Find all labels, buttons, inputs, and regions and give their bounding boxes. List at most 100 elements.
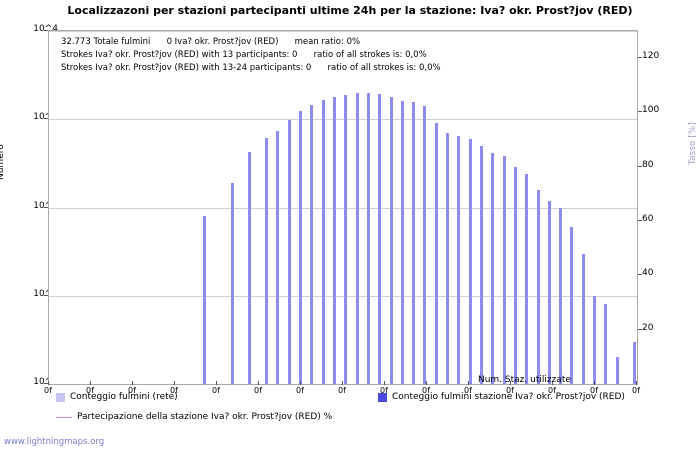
bar	[547, 200, 551, 384]
x-tick-mark	[594, 381, 595, 385]
y-tick-mark-left	[44, 30, 48, 31]
bar	[570, 227, 574, 384]
bar	[378, 93, 382, 384]
bar	[321, 100, 325, 384]
bar	[265, 137, 269, 384]
y-tick-label-right: 80	[642, 159, 654, 170]
x-tick-mark	[552, 381, 553, 385]
x-tick-label: 0f	[212, 386, 220, 395]
x-tick-label: 0f	[380, 386, 388, 395]
y-tick-label-left: 10^1	[33, 288, 58, 299]
x-tick-mark	[300, 381, 301, 385]
bar	[434, 123, 438, 384]
x-tick-label: 0f	[128, 386, 136, 395]
y-tick-mark-right	[638, 274, 642, 276]
legend-label: Conteggio fulmini stazione Iva? okr. Pro…	[392, 392, 625, 402]
bar	[457, 136, 461, 384]
x-tick-label: 0f	[170, 386, 178, 395]
bar	[581, 253, 585, 384]
bar	[276, 131, 280, 384]
bar	[389, 97, 393, 384]
bar	[400, 101, 404, 384]
bar	[604, 304, 608, 384]
y-tick-label-left: 10^2	[33, 200, 58, 211]
chart-annotation: Strokes Iva? okr. Prost?jov (RED) with 1…	[61, 50, 427, 60]
bar	[491, 152, 495, 384]
x-tick-label: 0f	[86, 386, 94, 395]
chart-annotation: Strokes Iva? okr. Prost?jov (RED) with 1…	[61, 63, 441, 73]
y-tick-label-right: 20	[642, 322, 654, 333]
grid-line	[49, 295, 637, 297]
bar	[632, 341, 636, 384]
x-tick-mark	[132, 381, 133, 385]
bar	[480, 145, 484, 384]
grid-line	[49, 119, 637, 121]
grid-line	[49, 31, 637, 32]
legend-label: Partecipazione della stazione Iva? okr. …	[77, 412, 333, 422]
chart-plot-area: 32.773 Totale fulmini 0 Iva? okr. Prost?…	[48, 30, 638, 385]
x-tick-mark	[342, 381, 343, 385]
x-axis-label: Num. Staz. utilizzate	[478, 375, 571, 385]
bar	[536, 189, 540, 384]
legend-item: Conteggio fulmini (rete)	[56, 392, 178, 402]
legend-swatch-light	[56, 392, 65, 402]
grid-line	[49, 207, 637, 209]
y-tick-label-right: 40	[642, 268, 654, 279]
bar	[468, 138, 472, 384]
bar	[202, 216, 206, 384]
y-tick-mark-left	[44, 383, 48, 384]
x-tick-label: 0f	[296, 386, 304, 395]
bar	[299, 110, 303, 384]
y-tick-mark-right	[638, 328, 642, 330]
legend-label: Conteggio fulmini (rete)	[70, 392, 178, 402]
y-axis-label-right: Tasso [%]	[688, 122, 698, 165]
x-tick-mark	[216, 381, 217, 385]
y-axis-label-left: Numero	[0, 144, 6, 180]
x-tick-mark	[48, 381, 49, 385]
x-tick-label: 0f	[548, 386, 556, 395]
bar	[513, 166, 517, 384]
legend-item: Partecipazione della stazione Iva? okr. …	[56, 412, 332, 422]
x-tick-mark	[384, 381, 385, 385]
bar	[615, 357, 619, 384]
watermark: www.lightningmaps.org	[4, 437, 105, 447]
y-tick-mark-left	[44, 118, 48, 120]
bar	[446, 132, 450, 384]
y-tick-label-right: 60	[642, 214, 654, 225]
bar	[287, 120, 291, 384]
bar	[593, 295, 597, 384]
x-tick-label: 0f	[590, 386, 598, 395]
y-tick-label-right: 120	[642, 51, 660, 62]
x-tick-mark	[258, 381, 259, 385]
bar	[344, 94, 348, 384]
x-tick-label: 0f	[254, 386, 262, 395]
bar	[231, 182, 235, 384]
x-tick-label: 0f	[464, 386, 472, 395]
y-tick-label-left: 10^0	[33, 377, 58, 387]
y-tick-mark-right	[638, 111, 642, 113]
legend-swatch-dark	[378, 392, 387, 402]
chart-annotation: 32.773 Totale fulmini 0 Iva? okr. Prost?…	[61, 37, 361, 47]
x-tick-mark	[90, 381, 91, 385]
legend-swatch-line	[56, 416, 72, 418]
y-tick-mark-right	[638, 57, 642, 59]
x-tick-label: 0f	[44, 386, 52, 395]
y-tick-mark-left	[44, 206, 48, 208]
y-tick-label-right: 100	[642, 105, 660, 116]
bar-series	[49, 31, 637, 384]
x-tick-mark	[510, 381, 511, 385]
x-tick-mark	[636, 381, 637, 385]
y-tick-mark-left	[44, 294, 48, 296]
y-tick-mark-right	[638, 165, 642, 167]
bar	[423, 106, 427, 384]
bar	[502, 156, 506, 384]
x-tick-mark	[174, 381, 175, 385]
bar	[310, 105, 314, 384]
page-title: Localizzazoni per stazioni partecipanti …	[67, 4, 633, 17]
bar	[248, 151, 252, 384]
x-tick-mark	[426, 381, 427, 385]
y-tick-mark-right	[638, 220, 642, 222]
legend-item: Conteggio fulmini stazione Iva? okr. Pro…	[378, 392, 625, 402]
x-tick-label: 0f	[506, 386, 514, 395]
bar	[559, 207, 563, 384]
